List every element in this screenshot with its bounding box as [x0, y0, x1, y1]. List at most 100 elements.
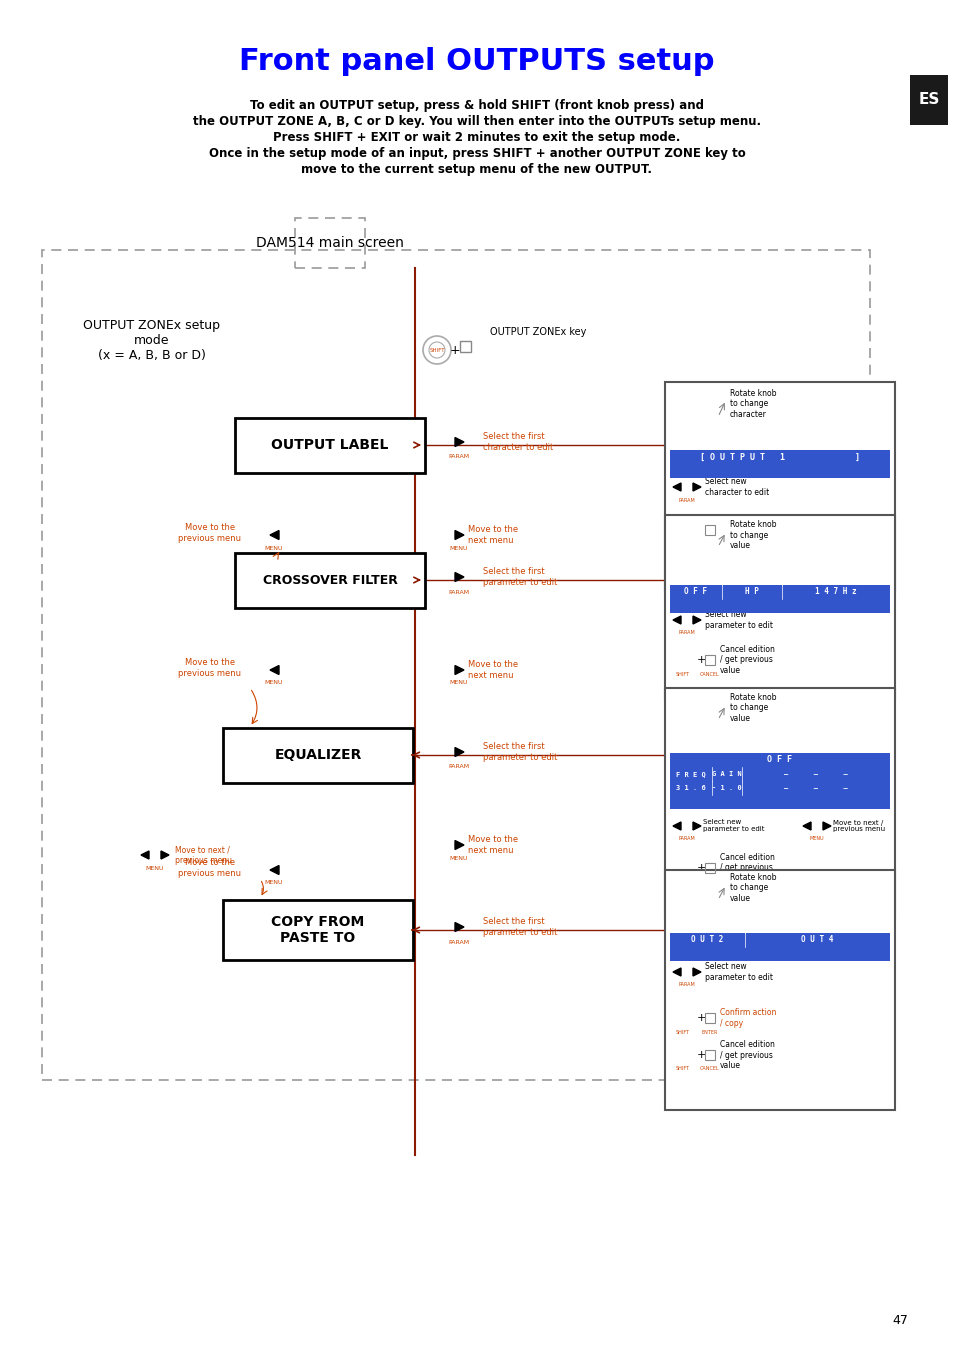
Text: Select new
parameter to edit: Select new parameter to edit [704, 962, 772, 982]
Bar [664, 515, 894, 700]
Text: Move to the
previous menu: Move to the previous menu [178, 858, 241, 878]
Text: SHIFT: SHIFT [429, 347, 444, 353]
Text: PARAM: PARAM [448, 939, 469, 944]
Text: ENTER: ENTER [701, 1029, 718, 1035]
Polygon shape [692, 484, 700, 490]
Bar [669, 947, 889, 961]
Text: EQUALIZER: EQUALIZER [274, 748, 361, 762]
Text: move to the current setup menu of the new OUTPUT.: move to the current setup menu of the ne… [301, 162, 652, 176]
Bar [294, 218, 365, 267]
Text: Front panel OUTPUTS setup: Front panel OUTPUTS setup [239, 47, 714, 77]
Text: Move to the
next menu: Move to the next menu [468, 661, 517, 680]
Polygon shape [672, 616, 680, 624]
Bar [42, 250, 869, 1079]
Text: DAM514 main screen: DAM514 main screen [255, 236, 403, 250]
Bar [704, 1050, 714, 1061]
Text: Move to next /
previous menu: Move to next / previous menu [832, 820, 884, 832]
Text: CANCEL: CANCEL [700, 880, 720, 885]
Text: Move to the
next menu: Move to the next menu [468, 835, 517, 855]
Text: O F F: O F F [767, 755, 792, 765]
Polygon shape [802, 821, 810, 830]
Text: OUTPUT ZONEx setup
mode
(x = A, B, B or D): OUTPUT ZONEx setup mode (x = A, B, B or … [84, 319, 220, 362]
Text: Select new
character to edit: Select new character to edit [704, 477, 768, 497]
Text: Rotate knob
to change
character: Rotate knob to change character [729, 389, 776, 419]
Text: —      —      —: — — — [783, 785, 847, 790]
Text: PARAM: PARAM [448, 765, 469, 770]
Polygon shape [455, 666, 463, 674]
Polygon shape [455, 840, 463, 850]
Bar [669, 781, 889, 794]
Text: Select the first
parameter to edit: Select the first parameter to edit [482, 742, 557, 762]
Bar [669, 753, 889, 767]
Text: P A S T E   T O: P A S T E T O [782, 921, 851, 931]
Text: O U T 2: O U T 2 [691, 935, 723, 944]
Text: Select the first
character to edit: Select the first character to edit [482, 432, 553, 451]
Text: Cancel edition
/ get previous
text: Cancel edition / get previous text [720, 515, 774, 544]
Text: F R E Q: F R E Q [819, 574, 851, 582]
Polygon shape [672, 969, 680, 975]
Text: Select the first
parameter to edit: Select the first parameter to edit [482, 567, 557, 586]
Bar [669, 463, 889, 478]
Text: G A I N: G A I N [711, 771, 741, 777]
Text: COPY FROM
PASTE TO: COPY FROM PASTE TO [271, 915, 364, 946]
Polygon shape [822, 821, 830, 830]
Bar [669, 934, 889, 947]
Polygon shape [672, 821, 680, 830]
Text: SHIFT: SHIFT [676, 542, 689, 547]
Text: +: + [696, 863, 705, 873]
Text: OUTPUT ZONEx key: OUTPUT ZONEx key [490, 327, 586, 336]
Text: ES: ES [918, 92, 939, 108]
Bar [664, 688, 894, 917]
Text: [ O U T P U T   1              ]: [ O U T P U T 1 ] [700, 453, 859, 462]
Text: 3 1 . 6: 3 1 . 6 [676, 785, 705, 790]
Polygon shape [270, 531, 278, 539]
Bar [704, 655, 714, 665]
Text: SHIFT: SHIFT [676, 1029, 689, 1035]
Text: Cancel edition
/ get previous
value: Cancel edition / get previous value [720, 852, 774, 884]
Text: Move to next /
previous menu: Move to next / previous menu [174, 846, 232, 865]
Text: Once in the setup mode of an input, press SHIFT + another OUTPUT ZONE key to: Once in the setup mode of an input, pres… [209, 146, 744, 159]
Text: Move to the
previous menu: Move to the previous menu [178, 658, 241, 678]
Text: F R E Q: F R E Q [676, 771, 705, 777]
Text: MENU: MENU [449, 855, 468, 861]
Text: MENU: MENU [809, 836, 823, 842]
Polygon shape [161, 851, 169, 859]
Text: O U T 4: O U T 4 [801, 935, 833, 944]
Bar [669, 598, 889, 613]
Bar [704, 863, 714, 873]
Text: MENU: MENU [449, 681, 468, 685]
Bar [704, 526, 714, 535]
Bar [909, 76, 947, 126]
Text: - 1 . 0: - 1 . 0 [711, 785, 741, 790]
Bar [704, 1013, 714, 1023]
Bar [669, 585, 889, 598]
Text: To edit an OUTPUT setup, press & hold SHIFT (front knob press) and: To edit an OUTPUT setup, press & hold SH… [250, 99, 703, 112]
Text: PARAM: PARAM [448, 589, 469, 594]
Text: Cancel edition
/ get previous
value: Cancel edition / get previous value [720, 1040, 774, 1070]
Text: the OUTPUT ZONE A, B, C or D key. You will then enter into the OUTPUTs setup men: the OUTPUT ZONE A, B, C or D key. You wi… [193, 115, 760, 127]
Polygon shape [455, 747, 463, 757]
Polygon shape [672, 484, 680, 490]
Bar [664, 382, 894, 592]
Text: SHIFT: SHIFT [676, 1066, 689, 1071]
Bar [669, 794, 889, 809]
Text: Confirm action
/ copy: Confirm action / copy [720, 1008, 776, 1028]
Bar [669, 767, 889, 781]
Text: Press SHIFT + EXIT or wait 2 minutes to exit the setup mode.: Press SHIFT + EXIT or wait 2 minutes to … [273, 131, 680, 143]
Text: O F F: O F F [683, 588, 707, 597]
Text: CANCEL: CANCEL [700, 542, 720, 547]
Text: MENU: MENU [449, 546, 468, 550]
Text: X O V E R: X O V E R [675, 574, 716, 582]
Text: MENU: MENU [146, 866, 164, 870]
Text: CANCEL: CANCEL [700, 671, 720, 677]
Text: PARAM: PARAM [448, 454, 469, 459]
Text: 47: 47 [891, 1313, 907, 1327]
Bar [669, 450, 889, 463]
Text: SHIFT: SHIFT [676, 671, 689, 677]
Text: Rotate knob
to change
value: Rotate knob to change value [729, 873, 776, 902]
Text: CROSSOVER FILTER: CROSSOVER FILTER [262, 574, 397, 586]
Text: Move to the
previous menu: Move to the previous menu [178, 523, 241, 543]
Text: O U T P U T   L A B E L: O U T P U T L A B E L [721, 439, 837, 447]
Text: MENU: MENU [265, 681, 283, 685]
Polygon shape [692, 969, 700, 975]
